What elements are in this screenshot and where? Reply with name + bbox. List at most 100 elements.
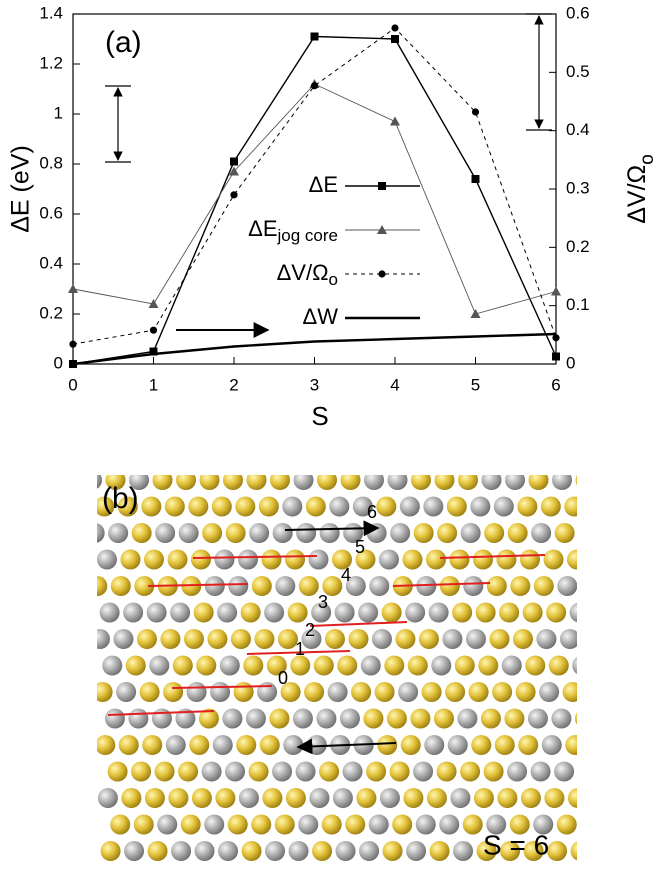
y2-tick-label: 0.1 [566,295,590,314]
site-label: 4 [341,565,351,585]
atom [317,475,337,490]
atom [566,549,577,570]
atom [565,735,577,755]
atom [319,523,340,543]
y-tick-label: 1.4 [39,3,63,22]
atom [189,735,210,755]
atom [548,655,569,676]
atom [407,655,428,676]
atom [322,576,343,596]
y2-tick-label: 0.2 [566,237,590,256]
y-tick-label: 0.4 [39,253,63,272]
atom [97,788,118,808]
atom [97,523,105,543]
atom [128,708,149,729]
atom [193,602,214,623]
atom [175,708,196,729]
atom [188,496,209,517]
atom [359,841,380,861]
marker [310,82,319,90]
atom [121,788,142,808]
atom [363,708,384,729]
atom [178,523,199,543]
atom [227,814,248,835]
atom [218,841,239,861]
atom [212,735,233,755]
atom [554,761,575,782]
marker [149,347,158,356]
site-label: 3 [318,592,328,612]
atom [413,523,434,543]
atom [450,788,471,808]
atom [382,841,403,861]
atom [143,549,164,570]
atom [590,550,610,570]
atom [238,788,259,808]
atom [539,682,560,702]
atom [194,841,215,861]
atom [473,788,494,808]
x-tick-label: 0 [68,375,77,394]
atom [97,496,115,517]
atom [348,629,369,649]
y-tick-label: 0.6 [39,203,63,222]
atom [604,815,624,835]
atom [97,475,102,489]
atom [460,761,481,782]
atom [270,475,290,490]
atom [387,475,408,490]
atom [272,523,293,543]
atom [191,788,212,808]
x-tick-label: 4 [390,375,399,394]
atom [134,576,155,596]
atom [439,576,460,596]
atom [522,602,543,623]
atom [163,682,184,702]
atom [480,708,501,729]
legend-label-main: ΔE [248,216,277,241]
atom [97,682,113,702]
y-tick-label: 1 [54,103,63,122]
atom [146,602,167,623]
atom [559,629,577,649]
atom [418,629,439,649]
atom [501,655,522,676]
site-label: 1 [295,639,305,659]
atom [335,841,356,861]
atom [556,814,577,835]
atom [125,655,146,676]
atom [541,735,562,755]
atom [284,549,305,570]
atom [453,841,474,861]
atom [601,762,621,782]
atom [574,712,577,725]
atom [237,549,258,570]
atom [319,761,340,782]
atom [452,602,473,623]
atom [108,523,129,543]
atom [428,602,449,623]
atom [572,657,577,674]
atom [246,475,267,490]
atom [305,496,326,517]
atom [129,475,149,490]
atom [290,655,311,676]
atom [527,708,548,729]
atom [118,735,139,755]
atom [120,549,141,570]
atom [183,629,204,649]
atom [123,602,144,623]
atom [342,761,363,782]
atom [321,814,342,835]
atom [214,549,235,570]
y2-tick-label: 0.5 [566,62,590,81]
atom [282,496,303,517]
atom [329,496,350,517]
atom [591,788,611,808]
atom [500,841,521,861]
atom [331,549,352,570]
atom [471,735,492,755]
atom [507,761,528,782]
atom [481,475,502,490]
atom [199,475,220,490]
